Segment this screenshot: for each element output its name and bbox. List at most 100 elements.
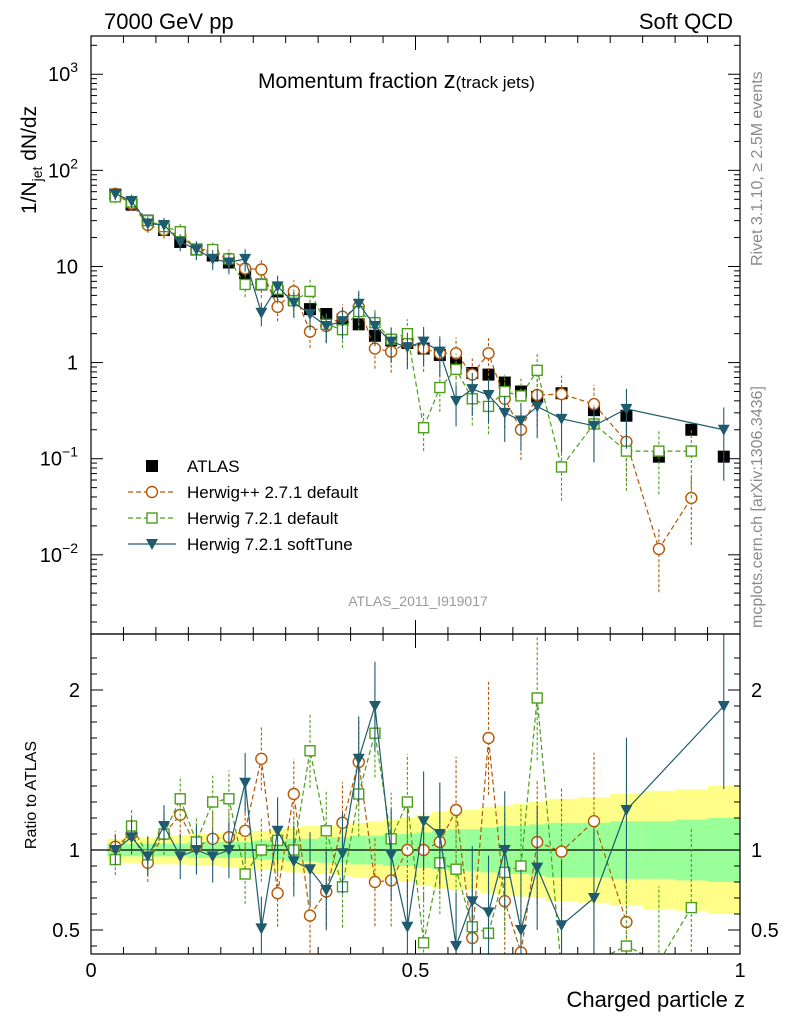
herwig-7-2-1-softtune-point [304, 309, 317, 321]
herwig-7-2-1-softtune-point [125, 195, 138, 207]
herwig-7-2-1-default-ratio-point [206, 796, 219, 808]
herwig-7-2-1-softtune-point [555, 413, 568, 425]
herwig-7-2-1-default-point [417, 422, 430, 434]
x-tick-label: 1 [734, 960, 745, 982]
herwig-7-2-1-default-ratio-point [304, 745, 316, 757]
herwig-2-7-1-default-ratio-point [255, 752, 268, 765]
main-plot-area [109, 187, 730, 593]
analysis-watermark: ATLAS_2011_I919017 [348, 593, 488, 609]
ratio-y-tick-label-left: 2 [69, 680, 80, 702]
herwig-7-2-1-softtune-point [206, 253, 219, 265]
herwig-7-2-1-softtune-line [115, 193, 724, 431]
y-tick-label: 103 [48, 59, 78, 86]
herwig-2-7-1-default-point [652, 542, 666, 556]
herwig-7-2-1-softtune-point [158, 220, 171, 232]
herwig-7-2-1-default-ratio-point [450, 863, 462, 875]
herwig-2-7-1-default-ratio-point [401, 843, 414, 857]
header-left-label: 7000 GeV pp [104, 9, 234, 34]
rivet-version-label: Rivet 3.1.10, ≥ 2.5M events [749, 71, 766, 266]
x-tick-label: 0.5 [402, 960, 430, 982]
y-tick-label: 1 [67, 353, 78, 375]
herwig-7-2-1-softtune-ratio-point [271, 825, 284, 837]
herwig-7-2-1-softtune-ratio-point [320, 885, 333, 896]
herwig-7-2-1-softtune-point [587, 420, 600, 432]
herwig-7-2-1-softtune-ratio-point [514, 925, 527, 936]
ratio-axes: 0.5 0.51 12 20 0.5 1 [52, 634, 779, 982]
herwig-7-2-1-softtune-ratio-point [352, 753, 365, 765]
herwig-7-2-1-default-ratio-point [174, 793, 186, 805]
herwig-7-2-1-softtune-ratio-point [174, 851, 187, 863]
herwig-7-2-1-softtune-ratio-point [141, 851, 154, 863]
herwig-7-2-1-default-point [434, 381, 446, 394]
herwig-7-2-1-default-point [499, 385, 511, 398]
herwig-2-7-1-default-ratio-point [287, 787, 301, 801]
herwig-7-2-1-softtune-ratio-point [401, 921, 414, 933]
herwig-7-2-1-default-ratio-point [255, 844, 268, 856]
herwig-7-2-1-default-point [515, 390, 527, 402]
herwig-7-2-1-softtune-ratio-point [482, 907, 495, 919]
herwig-2-7-1-default-point [255, 263, 268, 276]
herwig-7-2-1-softtune-point [385, 336, 398, 348]
herwig-7-2-1-softtune-point [222, 257, 235, 269]
herwig-7-2-1-softtune-point [531, 401, 544, 413]
herwig-2-7-1-default-ratio-point [587, 815, 601, 828]
herwig-7-2-1-default-point [239, 278, 251, 291]
herwig-7-2-1-softtune-ratio-point [531, 862, 544, 874]
herwig-7-2-1-softtune-ratio-point [555, 920, 568, 932]
herwig-2-7-1-default-ratio-point [482, 731, 495, 745]
herwig-7-2-1-softtune-point [401, 342, 414, 354]
herwig-7-2-1-softtune-ratio-point [287, 856, 300, 868]
herwig-7-2-1-default-point [304, 285, 316, 298]
legend-marker-herwig-2-7-1-default [145, 485, 159, 499]
herwig-2-7-1-default-point [482, 347, 495, 360]
herwig-7-2-1-softtune-ratio-point [206, 851, 219, 863]
herwig-2-7-1-default-ratio-point [449, 803, 463, 817]
herwig-7-2-1-softtune-ratio-point [385, 849, 398, 861]
herwig-2-7-1-default-ratio-point [271, 887, 284, 900]
herwig-7-2-1-default-ratio-point [685, 901, 698, 914]
herwig-7-2-1-softtune-ratio-point [109, 845, 122, 856]
herwig-7-2-1-default-point [555, 461, 568, 473]
y-tick-label: 10 [56, 256, 78, 278]
mcplots-url-label: mcplots.cern.ch [arXiv:1306.3436] [749, 386, 766, 628]
herwig-7-2-1-softtune-point [352, 298, 365, 310]
herwig-7-2-1-softtune-point [239, 253, 252, 265]
herwig-7-2-1-softtune-point [482, 389, 495, 401]
herwig-7-2-1-default-point [685, 445, 698, 457]
herwig-7-2-1-softtune-ratio-point [587, 893, 600, 904]
ratio-y-tick-label-left: 1 [69, 840, 80, 862]
herwig-7-2-1-default-ratio-point [320, 825, 332, 837]
atlas-point [685, 423, 698, 436]
legend-marker-herwig-7-2-1-default [146, 512, 158, 524]
herwig-7-2-1-softtune-point [417, 336, 430, 348]
legend-label-herwig-7-2-1-default: Herwig 7.2.1 default [187, 509, 338, 528]
ratio-y-tick-label-right: 0.5 [751, 920, 779, 942]
herwig-7-2-1-default-ratio-point [239, 868, 251, 880]
herwig-7-2-1-softtune-point [433, 346, 446, 358]
herwig-7-2-1-softtune-point [255, 307, 268, 319]
herwig-7-2-1-softtune-point [336, 316, 349, 328]
herwig-7-2-1-softtune-ratio-point [239, 777, 252, 789]
herwig-7-2-1-default-ratio-point [589, 957, 599, 967]
herwig-7-2-1-softtune-ratio-point [125, 832, 138, 844]
herwig-7-2-1-softtune-ratio-point [190, 845, 203, 856]
herwig-7-2-1-default-ratio-point [401, 796, 414, 808]
herwig-7-2-1-softtune-ratio-point [336, 848, 349, 860]
herwig-7-2-1-softtune-point [466, 384, 479, 396]
herwig-7-2-1-softtune-point [190, 244, 203, 256]
legend-label-herwig-2-7-1-default: Herwig++ 2.7.1 default [187, 483, 358, 502]
herwig-7-2-1-default-point [531, 364, 543, 377]
herwig-7-2-1-default-ratio-point [531, 692, 543, 704]
herwig-7-2-1-softtune-point [498, 407, 511, 419]
herwig-2-7-1-default-point [555, 387, 568, 401]
herwig-7-2-1-softtune-point [174, 236, 187, 248]
legend-marker-atlas [146, 460, 158, 472]
ratio-y-axis-label: Ratio to ATLAS [23, 741, 40, 849]
main-y-axis: 10−2 10−1 1 10 102 103 [40, 36, 741, 634]
legend-marker-herwig-7-2-1-softtune [146, 539, 158, 550]
herwig-7-2-1-default-ratio-point [557, 967, 567, 977]
x-axis-label: Charged particle z [566, 987, 745, 1012]
herwig-7-2-1-softtune-point [141, 218, 154, 230]
herwig-7-2-1-softtune-ratio-point [466, 896, 479, 908]
